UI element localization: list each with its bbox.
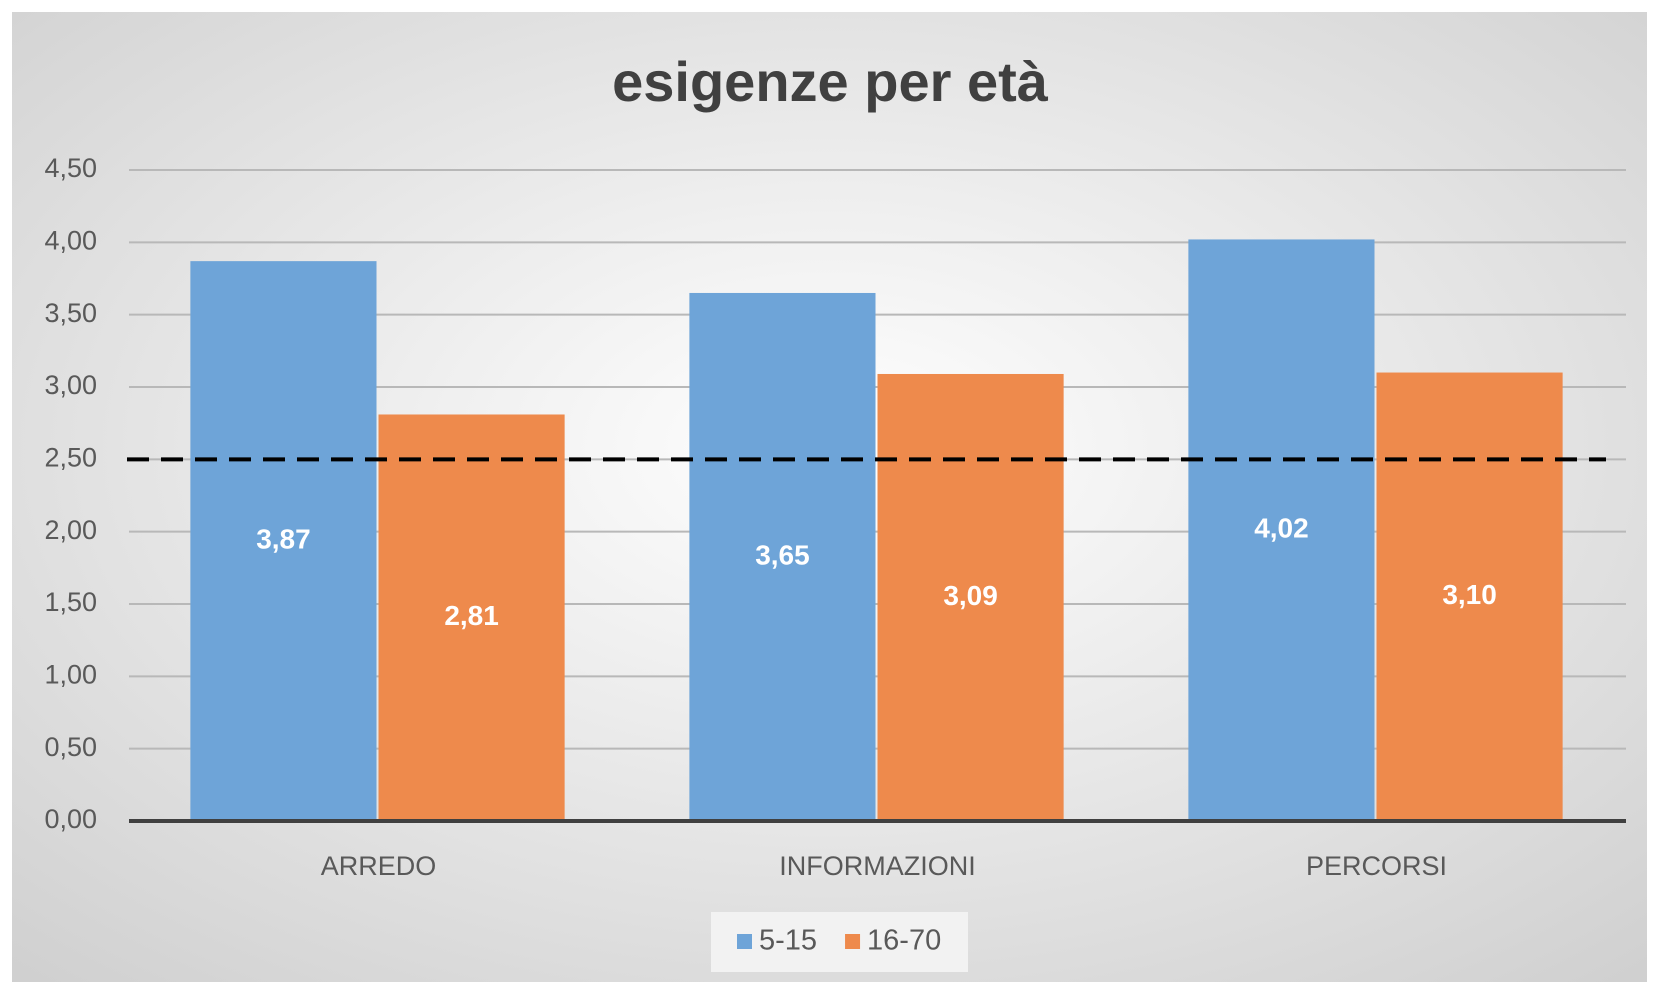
bar — [190, 261, 377, 821]
y-tick-label: 0,00 — [44, 804, 97, 834]
y-tick-label: 1,50 — [44, 587, 97, 617]
y-tick-label: 3,00 — [44, 370, 97, 400]
bar — [877, 373, 1064, 821]
chart-title: esigenze per età — [612, 50, 1049, 113]
y-tick-label: 4,00 — [44, 225, 97, 255]
data-label: 3,65 — [755, 539, 810, 570]
x-tick-label: ARREDO — [321, 851, 437, 881]
y-tick-label: 4,50 — [44, 153, 97, 183]
legend-swatch — [737, 934, 752, 949]
x-tick-label: PERCORSI — [1306, 851, 1447, 881]
y-tick-label: 2,00 — [44, 515, 97, 545]
legend-swatch — [845, 934, 861, 949]
x-tick-label: INFORMAZIONI — [779, 851, 976, 881]
data-label: 4,02 — [1254, 513, 1309, 544]
bar — [689, 292, 876, 821]
legend-box — [711, 912, 968, 972]
data-label: 3,87 — [256, 523, 311, 554]
bar — [378, 414, 565, 821]
bar — [1188, 239, 1375, 821]
y-tick-label: 3,50 — [44, 298, 97, 328]
y-tick-label: 1,00 — [44, 659, 97, 689]
data-label: 2,81 — [444, 600, 499, 631]
data-label: 3,10 — [1442, 579, 1497, 610]
data-label: 3,09 — [943, 580, 998, 611]
y-tick-label: 2,50 — [44, 442, 97, 472]
legend-label: 5-15 — [759, 925, 817, 957]
bar — [1376, 372, 1563, 821]
legend-label: 16-70 — [867, 925, 941, 957]
y-tick-label: 0,50 — [44, 732, 97, 762]
